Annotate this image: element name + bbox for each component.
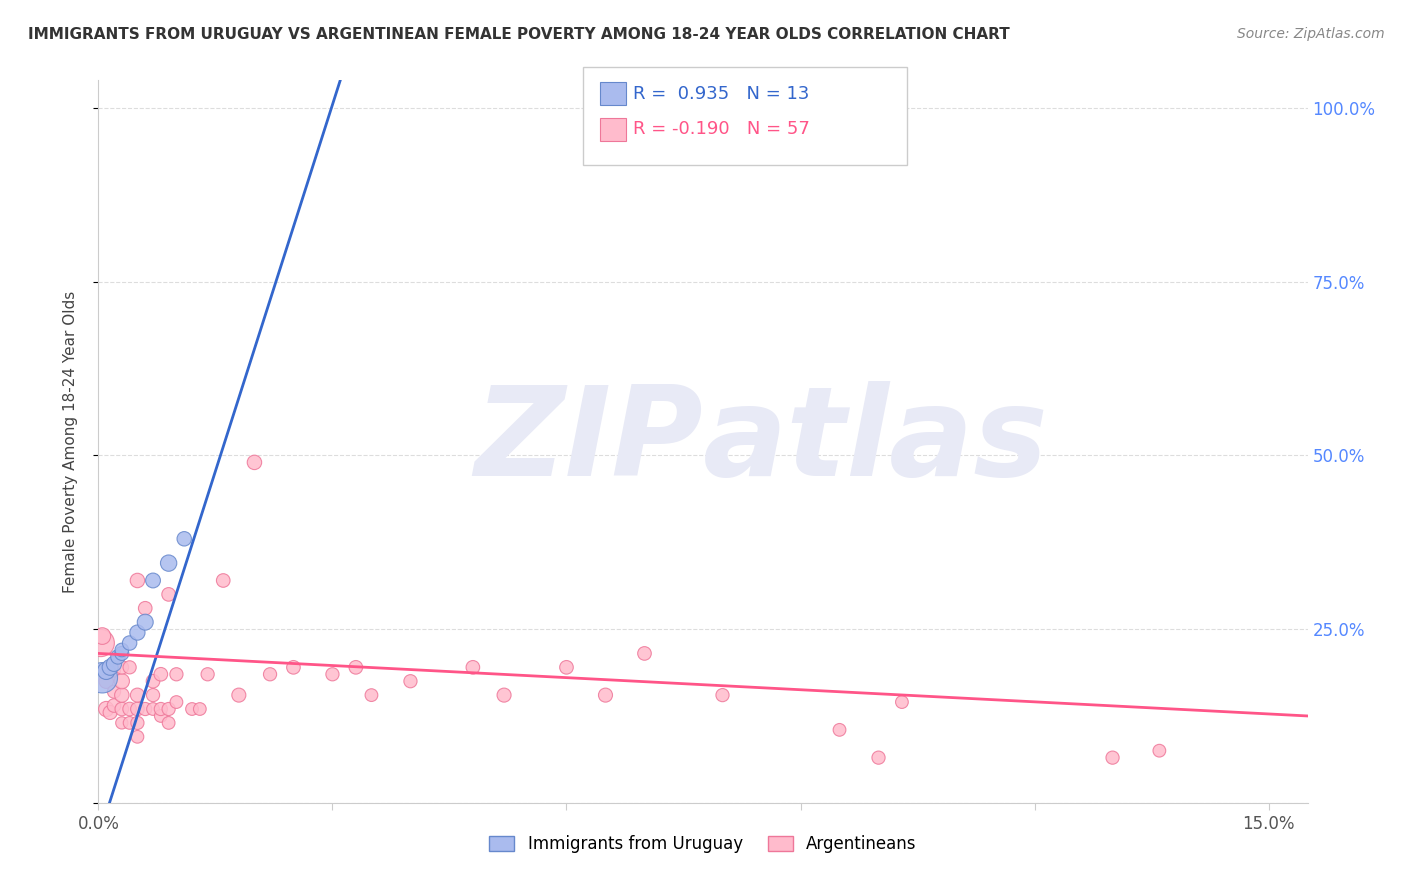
Point xyxy=(173,532,195,546)
Point xyxy=(103,684,125,698)
Point xyxy=(399,674,422,689)
Point xyxy=(142,574,165,588)
Point xyxy=(243,455,266,469)
Point xyxy=(134,615,156,630)
Point xyxy=(103,664,125,678)
Point xyxy=(828,723,851,737)
Text: Source: ZipAtlas.com: Source: ZipAtlas.com xyxy=(1237,27,1385,41)
Point xyxy=(149,702,172,716)
Point xyxy=(127,715,149,730)
Point xyxy=(111,643,134,657)
Point xyxy=(555,660,578,674)
Point xyxy=(633,647,655,661)
Point xyxy=(321,667,343,681)
Point xyxy=(228,688,250,702)
Point xyxy=(157,702,180,716)
Point xyxy=(118,636,141,650)
Point xyxy=(127,625,149,640)
Point xyxy=(283,660,305,674)
Point xyxy=(111,647,134,661)
Point xyxy=(111,688,134,702)
Point xyxy=(98,660,121,674)
Point xyxy=(157,556,180,570)
Text: ZIP: ZIP xyxy=(474,381,703,502)
Point xyxy=(142,688,165,702)
Point xyxy=(103,657,125,671)
Legend: Immigrants from Uruguay, Argentineans: Immigrants from Uruguay, Argentineans xyxy=(482,828,924,860)
Point xyxy=(890,695,912,709)
Point xyxy=(103,698,125,713)
Text: IMMIGRANTS FROM URUGUAY VS ARGENTINEAN FEMALE POVERTY AMONG 18-24 YEAR OLDS CORR: IMMIGRANTS FROM URUGUAY VS ARGENTINEAN F… xyxy=(28,27,1010,42)
Point xyxy=(96,674,118,689)
Point xyxy=(197,667,219,681)
Text: R = -0.190   N = 57: R = -0.190 N = 57 xyxy=(633,120,810,138)
Point xyxy=(188,702,211,716)
Point xyxy=(157,715,180,730)
Point xyxy=(98,706,121,720)
Text: atlas: atlas xyxy=(703,381,1049,502)
Point xyxy=(259,667,281,681)
Point xyxy=(134,702,156,716)
Point xyxy=(868,750,890,764)
Point xyxy=(157,587,180,601)
Point xyxy=(142,674,165,689)
Point xyxy=(461,660,484,674)
Point xyxy=(212,574,235,588)
Point xyxy=(127,730,149,744)
Point xyxy=(118,702,141,716)
Point xyxy=(595,688,617,702)
Y-axis label: Female Poverty Among 18-24 Year Olds: Female Poverty Among 18-24 Year Olds xyxy=(63,291,77,592)
Point xyxy=(90,636,112,650)
Point xyxy=(127,574,149,588)
Point xyxy=(118,660,141,674)
Point xyxy=(111,660,134,674)
Point xyxy=(149,709,172,723)
Point xyxy=(96,664,118,678)
Point xyxy=(111,702,134,716)
Point xyxy=(127,702,149,716)
Point xyxy=(96,702,118,716)
Point xyxy=(134,601,156,615)
Point xyxy=(494,688,516,702)
Point xyxy=(127,688,149,702)
Point xyxy=(1149,744,1171,758)
Point xyxy=(111,715,134,730)
Point xyxy=(360,688,382,702)
Point xyxy=(344,660,367,674)
Point xyxy=(149,667,172,681)
Text: R =  0.935   N = 13: R = 0.935 N = 13 xyxy=(633,85,808,103)
Point xyxy=(107,649,129,664)
Point xyxy=(91,671,114,685)
Point xyxy=(142,702,165,716)
Point xyxy=(118,715,141,730)
Point xyxy=(111,674,134,689)
Point xyxy=(91,629,114,643)
Point xyxy=(165,695,187,709)
Point xyxy=(181,702,204,716)
Point xyxy=(711,688,734,702)
Point xyxy=(1101,750,1123,764)
Point xyxy=(165,667,187,681)
